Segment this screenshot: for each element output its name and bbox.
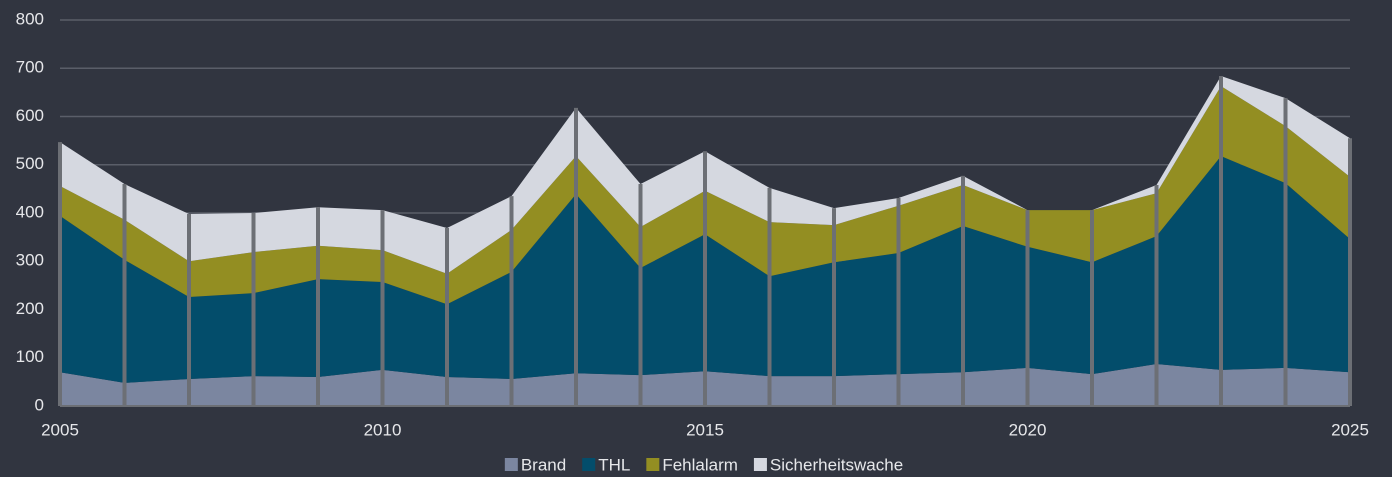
legend-label: Brand (521, 455, 566, 474)
legend-label: Fehlalarm (662, 455, 738, 474)
legend-label: Sicherheitswache (770, 455, 903, 474)
legend-swatch (504, 458, 518, 471)
y-tick-label: 500 (16, 154, 44, 173)
legend-swatch (753, 458, 767, 471)
legend-swatch (582, 458, 596, 471)
x-tick-label: 2015 (686, 420, 724, 439)
y-tick-label: 0 (35, 395, 44, 414)
x-tick-label: 2010 (364, 420, 402, 439)
legend-swatch (646, 458, 660, 471)
y-tick-label: 300 (16, 251, 44, 270)
y-tick-label: 600 (16, 106, 44, 125)
legend: Brand THL Fehlalarm Sicherheitswache (504, 455, 903, 474)
y-tick-label: 800 (16, 9, 44, 28)
y-tick-label: 700 (16, 58, 44, 77)
x-tick-label: 2020 (1009, 420, 1047, 439)
x-tick-label: 2005 (41, 420, 79, 439)
y-tick-label: 100 (16, 347, 44, 366)
legend-label: THL (598, 455, 630, 474)
y-tick-label: 400 (16, 202, 44, 221)
x-tick-label: 2025 (1331, 420, 1369, 439)
y-tick-label: 200 (16, 299, 44, 318)
